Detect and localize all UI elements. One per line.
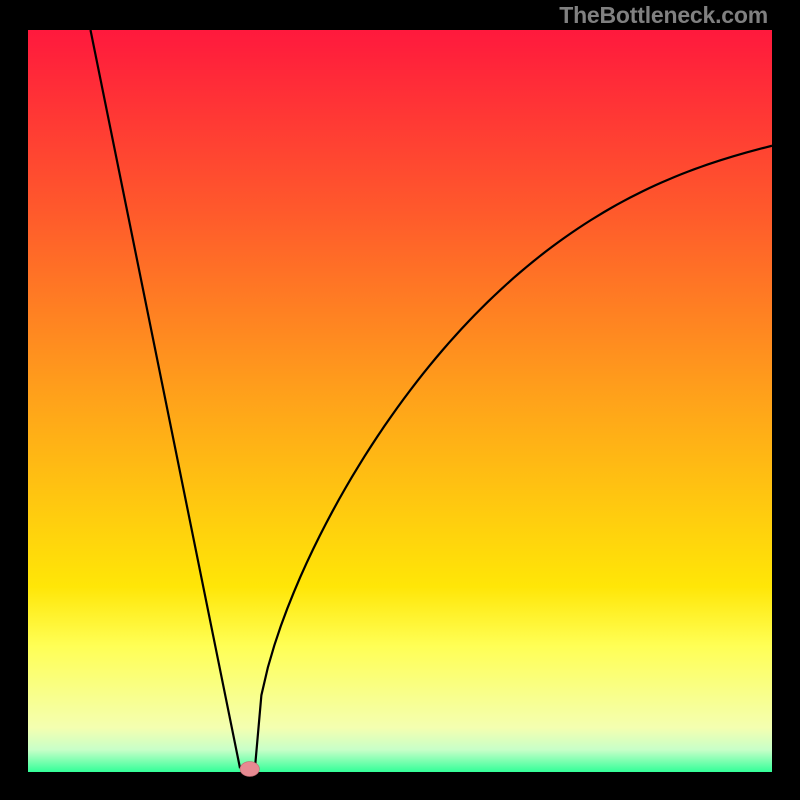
v-curve-right-branch bbox=[255, 146, 772, 769]
curve-overlay bbox=[0, 0, 800, 800]
chart-frame: TheBottleneck.com bbox=[0, 0, 800, 800]
bottleneck-marker bbox=[240, 762, 259, 777]
watermark-text: TheBottleneck.com bbox=[559, 2, 768, 29]
v-curve-left-branch bbox=[90, 30, 240, 768]
